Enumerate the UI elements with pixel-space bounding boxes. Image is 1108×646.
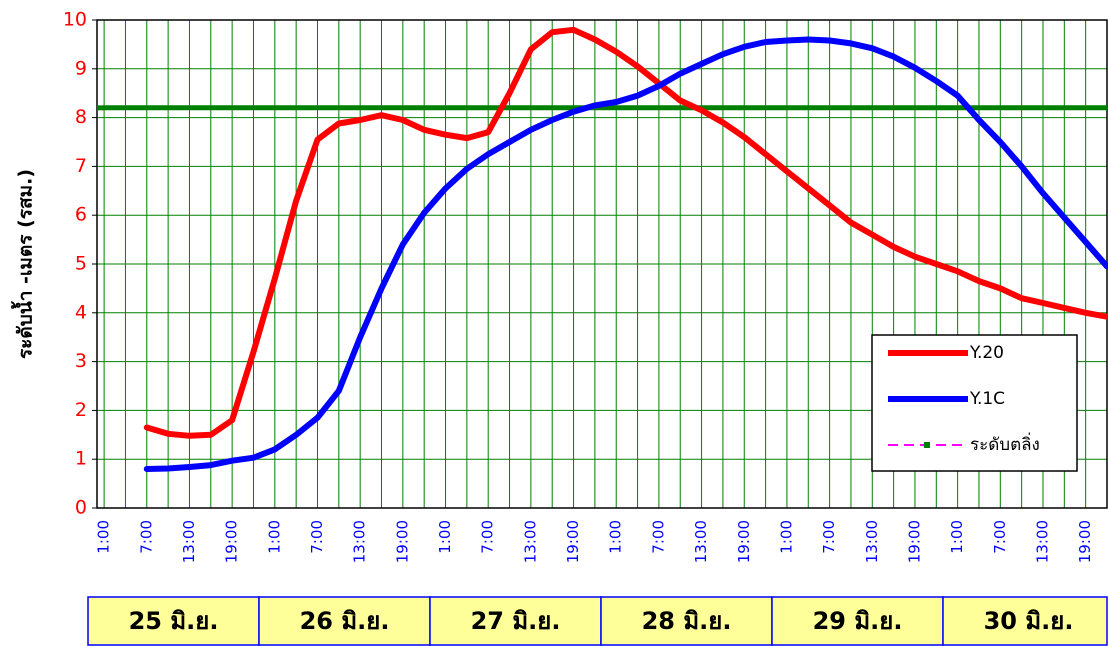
- day-box: [942, 596, 1108, 646]
- y-tick-label: 8: [75, 106, 87, 128]
- x-tick-label: 13:00: [692, 520, 710, 563]
- line: [143, 36, 1108, 472]
- day-box: [429, 596, 602, 646]
- day-label: 26 มิ.ย.: [300, 607, 390, 635]
- y-tick-label: 7: [75, 155, 87, 177]
- y-tick-label: 9: [75, 57, 87, 79]
- x-tick-label: 7:00: [820, 520, 838, 554]
- day-label: 30 มิ.ย.: [984, 607, 1074, 635]
- x-tick-label: 19:00: [1076, 520, 1094, 563]
- x-tick-label: 7:00: [991, 520, 1009, 554]
- y-tick-label: 6: [75, 204, 87, 226]
- line: [143, 26, 1108, 439]
- legend-marker: [924, 442, 930, 448]
- y-tick-label: 1: [75, 448, 87, 470]
- x-tick-label: 13:00: [521, 520, 539, 563]
- y-tick-label: 10: [63, 9, 87, 31]
- legend: [871, 334, 1078, 472]
- legend-label: Y.20: [969, 343, 1004, 363]
- x-tick-label: 7:00: [308, 520, 326, 554]
- x-tick-label: 7:00: [649, 520, 667, 554]
- y-axis-label: ระดับน้ำ -เมตร (รสม.): [11, 169, 37, 359]
- x-tick-label: 1:00: [265, 520, 283, 554]
- day-label: 25 มิ.ย.: [129, 607, 219, 635]
- x-tick-label: 19:00: [905, 520, 923, 563]
- x-tick-label: 1:00: [95, 520, 113, 554]
- day-box: [258, 596, 431, 646]
- x-tick-label: 19:00: [564, 520, 582, 563]
- legend-label: ระดับตลิ่ง: [970, 432, 1040, 455]
- x-tick-label: 7:00: [137, 520, 155, 554]
- x-tick-label: 7:00: [479, 520, 497, 554]
- x-tick-label: 13:00: [351, 520, 369, 563]
- y-tick-label: 5: [75, 253, 87, 275]
- x-tick-label: 19:00: [735, 520, 753, 563]
- x-tick-label: 13:00: [1033, 520, 1051, 563]
- y-tick-label: 4: [75, 301, 87, 323]
- x-tick-label: 13:00: [180, 520, 198, 563]
- day-box: [87, 596, 260, 646]
- y-tick-label: 2: [75, 399, 87, 421]
- day-label: 28 มิ.ย.: [642, 607, 732, 635]
- x-tick-label: 1:00: [607, 520, 625, 554]
- day-label: 27 มิ.ย.: [471, 607, 561, 635]
- y-tick-label: 0: [75, 497, 87, 519]
- x-tick-label: 1:00: [948, 520, 966, 554]
- day-label: 29 มิ.ย.: [813, 607, 903, 635]
- legend-label: Y.1C: [969, 389, 1005, 409]
- x-tick-label: 13:00: [863, 520, 881, 563]
- y-tick-label: 3: [75, 350, 87, 372]
- x-tick-label: 1:00: [436, 520, 454, 554]
- x-tick-label: 1:00: [777, 520, 795, 554]
- day-box: [771, 596, 944, 646]
- x-tick-label: 19:00: [393, 520, 411, 563]
- x-tick-label: 19:00: [223, 520, 241, 563]
